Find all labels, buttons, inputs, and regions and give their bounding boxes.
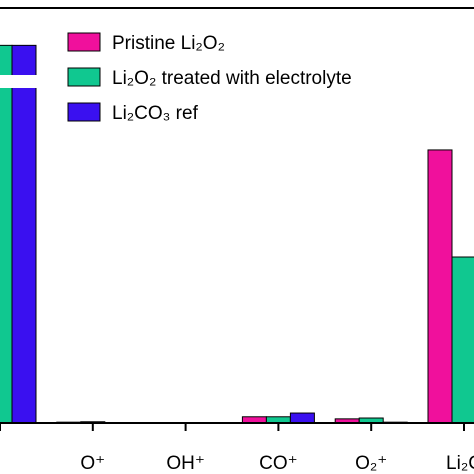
x-tick-label: CO⁺ <box>259 453 298 474</box>
x-tick-label: OH⁺ <box>166 453 205 474</box>
legend-swatch <box>67 32 101 52</box>
axis-break <box>0 75 48 88</box>
x-tick-label: O₂⁺ <box>355 453 387 474</box>
bar <box>451 256 474 424</box>
x-tick-label: O⁺ <box>80 453 105 474</box>
legend-swatch <box>67 67 101 87</box>
legend-swatch <box>67 102 101 122</box>
bar <box>427 149 453 424</box>
bar <box>0 44 13 424</box>
bar <box>289 412 315 424</box>
bar <box>11 44 37 424</box>
legend-label: Li₂O₂ treated with electrolyte <box>112 68 352 89</box>
legend-label: Li₂CO₃ ref <box>112 103 199 124</box>
x-tick-label: Li₂C <box>446 453 474 474</box>
legend-label: Pristine Li₂O₂ <box>112 33 225 54</box>
